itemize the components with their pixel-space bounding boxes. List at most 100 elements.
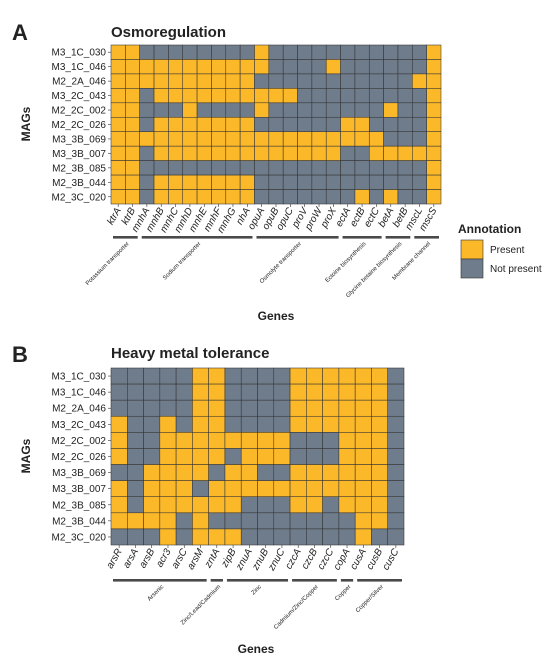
panel-a-title: Osmoregulation xyxy=(111,24,226,41)
heatmap-cell xyxy=(387,496,405,514)
heatmap-cell xyxy=(412,59,427,75)
heatmap-cell xyxy=(412,189,427,205)
heatmap-cell xyxy=(322,415,340,433)
heatmap-cell xyxy=(426,44,442,60)
row-label: M2_2C_002 xyxy=(52,106,107,117)
heatmap-cell xyxy=(412,116,427,132)
heatmap-cell xyxy=(143,399,161,417)
heatmap-cell xyxy=(110,399,128,417)
heatmap-cell xyxy=(354,448,372,465)
heatmap-cell xyxy=(168,73,184,89)
group-bracket xyxy=(340,579,354,582)
heatmap-cell xyxy=(125,88,140,104)
heatmap-cell xyxy=(125,102,140,118)
heatmap-cell xyxy=(143,432,161,449)
heatmap-cell xyxy=(110,383,128,401)
heatmap-cell xyxy=(325,59,341,75)
heatmap-cell xyxy=(297,131,313,147)
heatmap-cell xyxy=(127,528,144,546)
heatmap-cell xyxy=(371,415,388,433)
heatmap-cell xyxy=(182,145,198,161)
heatmap-cell xyxy=(239,174,255,190)
heatmap-cell xyxy=(257,480,275,498)
heatmap-cell xyxy=(175,496,193,514)
heatmap-cell xyxy=(168,131,184,147)
heatmap-cell xyxy=(354,512,372,530)
heatmap-cell xyxy=(239,189,255,205)
heatmap-cell xyxy=(211,102,227,118)
heatmap-cell xyxy=(254,160,270,176)
heatmap-cell xyxy=(354,174,370,190)
heatmap-cell xyxy=(139,116,155,132)
heatmap-cell xyxy=(297,174,313,190)
group-bracket xyxy=(292,579,337,582)
panel-b-y-label: MAGs xyxy=(19,438,33,473)
heatmap-cell xyxy=(254,145,270,161)
row-label: M2_3B_085 xyxy=(52,500,106,511)
heatmap-cell xyxy=(240,448,258,465)
heatmap-cell xyxy=(110,415,128,433)
heatmap-cell xyxy=(322,399,340,417)
heatmap-cell xyxy=(239,131,255,147)
heatmap-cell xyxy=(282,73,298,89)
group-bracket xyxy=(357,579,402,582)
row-label: M2_3C_020 xyxy=(52,192,107,203)
heatmap-cell xyxy=(159,448,177,465)
heatmap-cell xyxy=(168,88,184,104)
heatmap-cell xyxy=(192,432,209,449)
heatmap-cell xyxy=(168,189,184,205)
heatmap-cell xyxy=(371,496,388,514)
heatmap-cell xyxy=(110,73,126,89)
heatmap-cell xyxy=(397,59,413,75)
heatmap-cell xyxy=(257,399,275,417)
heatmap-cell xyxy=(387,415,405,433)
heatmap-cell xyxy=(192,496,209,514)
heatmap-cell xyxy=(368,73,384,89)
heatmap-cell xyxy=(311,131,327,147)
heatmap-cell xyxy=(175,399,193,417)
heatmap-cell xyxy=(196,160,212,176)
panel-b-title: Heavy metal tolerance xyxy=(111,345,269,362)
heatmap-cell xyxy=(397,131,413,147)
heatmap-cell xyxy=(338,496,356,514)
heatmap-cell xyxy=(397,44,413,60)
heatmap-cell xyxy=(273,448,291,465)
heatmap-cell xyxy=(397,145,413,161)
heatmap-cell xyxy=(110,367,128,385)
heatmap-cell xyxy=(273,399,291,417)
heatmap-cell xyxy=(426,73,442,89)
heatmap-cell xyxy=(412,88,427,104)
heatmap-cell xyxy=(257,496,275,514)
heatmap-cell xyxy=(383,189,399,205)
heatmap-cell xyxy=(257,383,275,401)
heatmap-cell xyxy=(257,528,275,546)
heatmap-cell xyxy=(354,59,370,75)
heatmap-cell xyxy=(268,102,284,118)
heatmap-cell xyxy=(159,399,177,417)
heatmap-cell xyxy=(338,383,356,401)
heatmap-cell xyxy=(368,189,384,205)
heatmap-cell xyxy=(208,464,226,481)
heatmap-cell xyxy=(153,131,169,147)
heatmap-cell xyxy=(297,116,313,132)
heatmap-cell xyxy=(110,464,128,481)
heatmap-cell xyxy=(340,160,356,176)
group-bracket xyxy=(414,236,439,239)
heatmap-cell xyxy=(168,116,184,132)
heatmap-cell xyxy=(182,102,198,118)
heatmap-cell xyxy=(153,73,169,89)
heatmap-cell xyxy=(110,512,128,530)
heatmap-cell xyxy=(282,116,298,132)
heatmap-cell xyxy=(225,145,241,161)
heatmap-cell xyxy=(268,174,284,190)
panel-b-x-label: Genes xyxy=(238,642,275,656)
heatmap-cell xyxy=(159,464,177,481)
group-label: Arsenic xyxy=(147,584,165,602)
heatmap-cell xyxy=(383,160,399,176)
heatmap-cell xyxy=(306,512,323,530)
group-bracket xyxy=(113,579,207,582)
heatmap-cell xyxy=(322,432,340,449)
group-label: Sodium transporter xyxy=(162,241,202,281)
heatmap-cell xyxy=(311,44,327,60)
